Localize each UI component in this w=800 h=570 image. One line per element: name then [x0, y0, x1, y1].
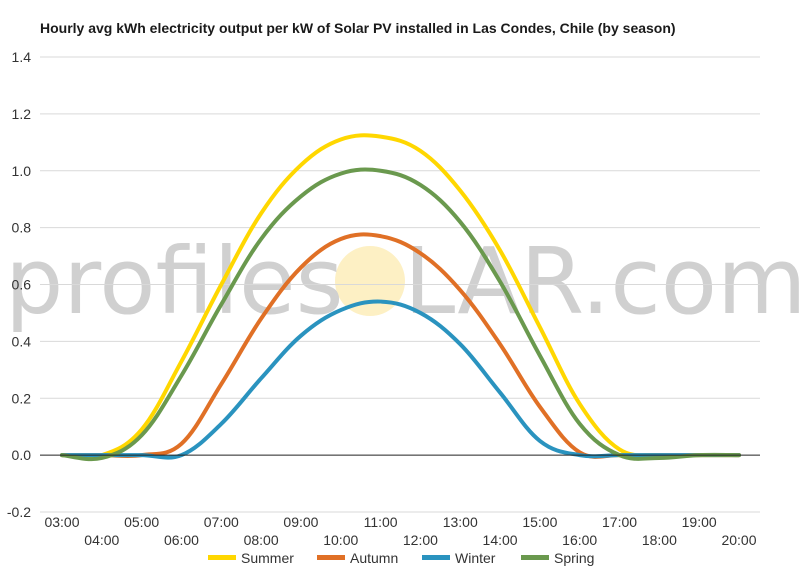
x-tick-label: 20:00 — [721, 532, 756, 548]
x-tick-label: 13:00 — [443, 514, 478, 530]
x-tick-label: 05:00 — [124, 514, 159, 530]
x-tick-label: 17:00 — [602, 514, 637, 530]
x-tick-label: 06:00 — [164, 532, 199, 548]
y-tick-label: -0.2 — [7, 504, 31, 520]
watermark-text-right: LAR.com — [404, 228, 800, 335]
x-tick-label: 15:00 — [522, 514, 557, 530]
x-tick-label: 11:00 — [364, 514, 398, 530]
legend-label-summer: Summer — [241, 550, 294, 566]
y-tick-label: 0.6 — [12, 277, 32, 293]
legend-label-autumn: Autumn — [350, 550, 398, 566]
grid-layer — [40, 56, 760, 513]
watermark-sun — [335, 246, 405, 316]
x-tick-label: 10:00 — [323, 532, 358, 548]
chart-title: Hourly avg kWh electricity output per kW… — [40, 20, 676, 36]
x-tick-label: 12:00 — [403, 532, 438, 548]
legend-swatch-winter — [422, 555, 450, 560]
legend-swatch-spring — [521, 555, 549, 560]
watermark-text-left: profiles — [5, 228, 344, 335]
x-tick-label: 16:00 — [562, 532, 597, 548]
y-tick-label: 0.8 — [12, 220, 32, 236]
x-tick-label: 04:00 — [84, 532, 119, 548]
x-tick-label: 09:00 — [283, 514, 318, 530]
x-tick-label: 18:00 — [642, 532, 677, 548]
y-tick-label: 0.4 — [12, 333, 32, 349]
series-line-summer — [60, 133, 741, 460]
y-tick-label: 1.2 — [12, 106, 32, 122]
watermark: profiles LAR.com — [5, 228, 800, 335]
x-tick-label: 03:00 — [44, 514, 79, 530]
x-tick-label: 19:00 — [682, 514, 717, 530]
axis-layer: 1.4 1.2 1.0 0.8 0.6 0.4 0.2 0.0 -0.2 03:00 04:00 05… — [7, 49, 760, 548]
y-tick-label: 1.0 — [12, 163, 32, 179]
y-tick-label: 0.0 — [12, 447, 32, 463]
legend-label-winter: Winter — [455, 550, 496, 566]
x-tick-label: 14:00 — [483, 532, 518, 548]
y-tick-label: 1.4 — [12, 49, 32, 65]
legend-label-spring: Spring — [554, 550, 594, 566]
x-tick-label: 07:00 — [204, 514, 239, 530]
legend-swatch-summer — [208, 555, 236, 560]
legend-swatch-autumn — [317, 555, 345, 560]
legend: Summer Autumn Winter Spring — [208, 550, 594, 566]
y-tick-label: 0.2 — [12, 390, 32, 406]
x-tick-label: 08:00 — [244, 532, 279, 548]
